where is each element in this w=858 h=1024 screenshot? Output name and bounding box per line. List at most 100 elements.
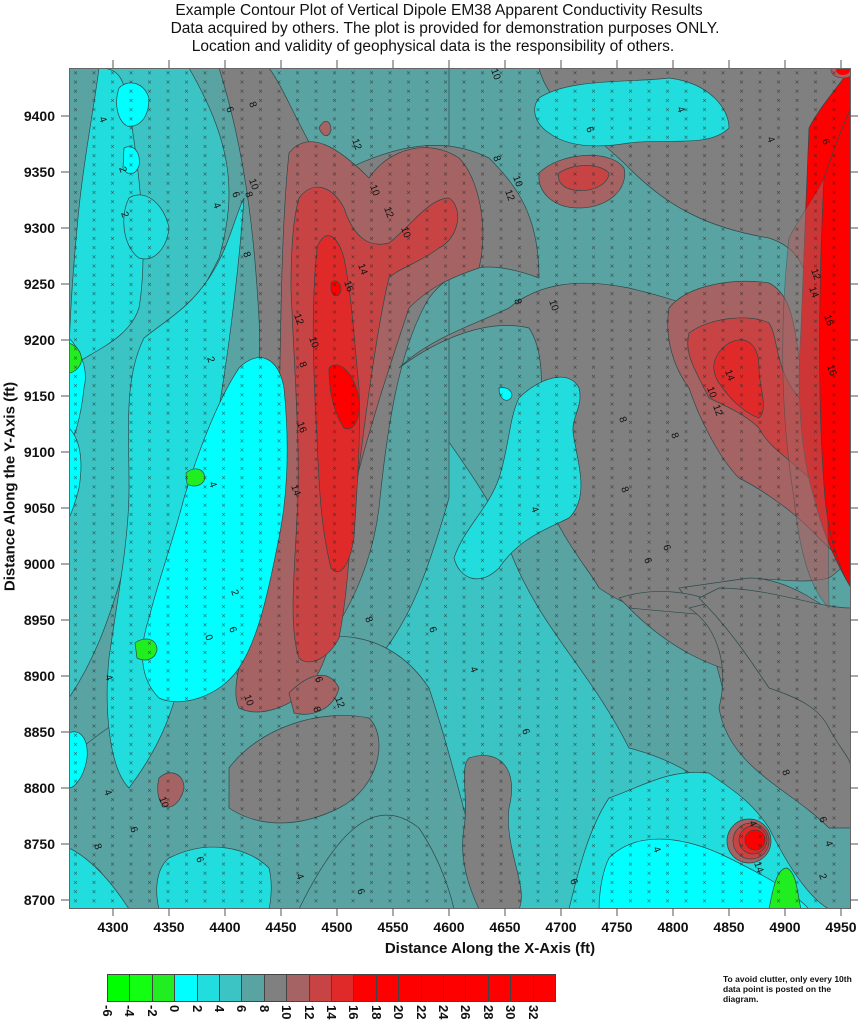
legend-label: 8: [256, 1005, 272, 1013]
contour-label: 2: [204, 355, 216, 364]
contour-label: 14: [355, 262, 369, 277]
x-tick-label: 4650: [489, 919, 521, 935]
contour-label: 10: [398, 225, 412, 240]
contour-label: 4: [102, 673, 114, 682]
y-tick-label: 8850: [23, 724, 55, 740]
contour-label: 8: [618, 485, 630, 494]
x-tick-label: 4700: [545, 919, 577, 935]
contour-label: 8: [296, 360, 308, 369]
legend-label: 12: [301, 1005, 317, 1020]
legend-swatch: [308, 974, 332, 1002]
contour-label: 12: [808, 267, 822, 282]
contour-label: 2: [228, 588, 240, 597]
contour-label: 10: [306, 335, 320, 350]
legend-label: 0: [167, 1005, 183, 1013]
legend-swatch: [487, 974, 512, 1002]
contour-label: 6: [567, 877, 579, 886]
contour-label: 4: [528, 505, 540, 514]
contour-label: 6: [193, 855, 205, 864]
y-tick-label: 9400: [23, 108, 55, 124]
legend-label: 6: [234, 1005, 250, 1013]
contour-label: 6: [583, 125, 595, 134]
contour-label: 2: [116, 165, 128, 174]
contour-label: 4: [210, 201, 222, 210]
contour-label: 6: [226, 625, 238, 634]
contour-label: 4: [101, 788, 113, 797]
legend-label: 32: [525, 1005, 541, 1020]
x-tick-label: 4350: [153, 919, 185, 935]
contour-label: 8: [779, 768, 791, 777]
y-tick-label: 9350: [23, 164, 55, 180]
contour-label: 8: [310, 705, 322, 714]
x-tick-label: 4450: [265, 919, 297, 935]
x-tick-label: 4400: [209, 919, 241, 935]
x-tick-label: 4600: [433, 919, 465, 935]
plot-border: [69, 68, 851, 909]
contour-label: 8: [91, 842, 103, 851]
x-tick-label: 4900: [769, 919, 801, 935]
legend-label: 24: [436, 1005, 451, 1020]
data-points-layer: [69, 68, 851, 909]
contour-label: 12: [349, 137, 363, 152]
legend-label: -6: [100, 1005, 115, 1017]
contour-label: 12: [710, 403, 724, 418]
legend-swatch: [510, 974, 534, 1002]
contour-label: 6: [354, 887, 366, 896]
contour-label: 6: [660, 543, 672, 552]
contour-label: 6: [519, 727, 531, 736]
chart-subtitle-1: Data acquired by others. The plot is pro…: [170, 20, 720, 37]
contour-label: 10: [367, 183, 381, 198]
legend-swatch: [241, 974, 265, 1002]
contour-label: 8: [668, 431, 680, 440]
contour-label: 10: [156, 795, 170, 810]
x-axis-title: Distance Along the X-Axis (ft): [384, 940, 596, 957]
contour-label: 16: [294, 420, 308, 435]
x-tick-label: 4750: [601, 919, 633, 935]
legend-swatch: [532, 974, 556, 1002]
contour-label: 14: [806, 285, 820, 300]
legend-label: 28: [480, 1005, 496, 1020]
legend-label: 26: [458, 1005, 474, 1020]
legend-swatch: [465, 974, 489, 1002]
contour-plot-area: ×: [69, 68, 851, 909]
contour-label: 6: [816, 815, 828, 824]
contour-label: 8: [242, 190, 254, 199]
contour-label: 4: [96, 115, 108, 124]
legend-label: 4: [212, 1005, 227, 1013]
contour-label: 12: [291, 312, 305, 327]
legend-swatch: [196, 974, 220, 1002]
legend-label: 18: [368, 1005, 384, 1020]
legend-swatch: [286, 974, 310, 1002]
contour-label: 10: [510, 174, 524, 189]
y-tick-label: 9050: [23, 500, 55, 516]
contour-label: 14: [288, 483, 302, 498]
legend-swatch: [151, 974, 176, 1002]
contour-label: 4: [822, 839, 834, 848]
legend-swatch: [353, 974, 377, 1002]
legend-swatch: [420, 974, 444, 1002]
x-tick-label: 4800: [657, 919, 689, 935]
contour-label: 6: [426, 625, 438, 634]
legend-swatch: [375, 974, 400, 1002]
contour-label: 12: [381, 205, 395, 220]
contour-label: 6: [223, 105, 235, 114]
y-tick-label: 9150: [23, 388, 55, 404]
contour-label: 10: [704, 385, 718, 400]
contour-label: 6: [641, 556, 653, 565]
legend-swatch: [129, 974, 153, 1002]
contour-label: 8: [511, 297, 523, 306]
contour-label: 6: [127, 825, 139, 834]
contour-label: 4: [293, 872, 305, 881]
contour-label: 6: [819, 137, 831, 146]
contour-label: 4: [206, 480, 218, 489]
legend-label: 16: [346, 1005, 362, 1020]
y-tick-label: 8950: [23, 612, 55, 628]
legend-label: -2: [144, 1005, 160, 1017]
contour-label: 4: [764, 135, 776, 144]
legend-swatch: [398, 974, 422, 1002]
contour-label: 8: [362, 615, 374, 624]
contour-label: 8: [246, 100, 258, 109]
contour-label: 2: [816, 872, 828, 881]
